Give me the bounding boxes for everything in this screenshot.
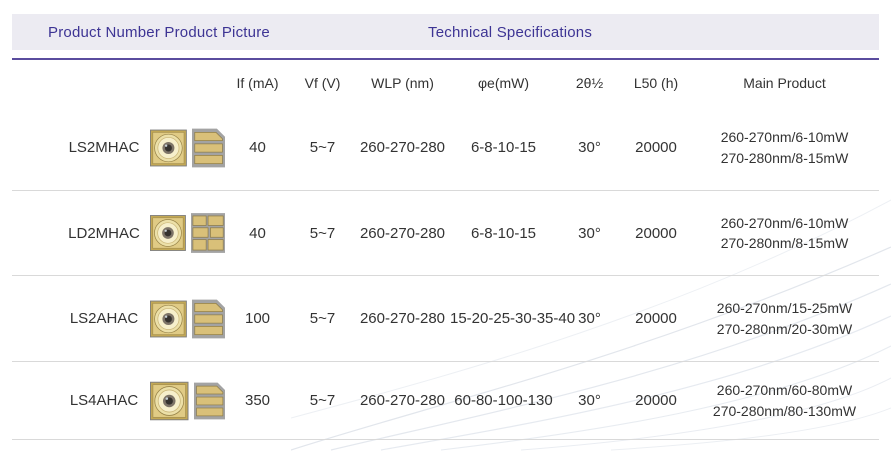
col-header-angle: 2θ½ <box>575 74 604 91</box>
phie-value: 60-80-100-130 <box>454 392 553 409</box>
if-value: 100 <box>244 310 271 327</box>
product-number-cell: LD2MHAC <box>68 224 140 242</box>
l50-value: 20000 <box>635 310 677 327</box>
l50-value: 20000 <box>635 224 677 242</box>
product-number-cell: LS2MHAC <box>68 139 140 156</box>
lens-led-icon <box>150 215 186 251</box>
main-product-line1: 260-270nm/6-10mW <box>720 129 849 146</box>
phie-value: 6-8-10-15 <box>470 139 537 156</box>
header-product-columns-title: Product Number Product Picture <box>48 23 270 41</box>
col-header-main-product: Main Product <box>743 74 826 91</box>
col-header-phie: φe(mW) <box>477 74 530 91</box>
lens-led-icon <box>150 300 187 337</box>
wlp-value: 260-270-280 <box>359 392 446 409</box>
vf-value: 5~7 <box>309 139 336 156</box>
column-header-row: If (mA) Vf (V) WLP (nm) φe(mW) 2θ½ L50 (… <box>12 60 879 105</box>
if-value: 40 <box>249 224 266 242</box>
angle-value: 30° <box>578 139 601 156</box>
main-product-line1: 260-270nm/15-25mW <box>716 300 853 317</box>
main-product-cell: 260-270nm/15-25mW 270-280nm/20-30mW <box>690 298 879 339</box>
table-row: LS4AHAC 350 5~7 260-270-280 60-80-100-13… <box>12 362 879 440</box>
col-header-l50: L50 (h) <box>633 74 679 91</box>
if-value: 350 <box>244 392 271 409</box>
product-picture-cell <box>150 298 225 340</box>
col-header-wlp: WLP (nm) <box>371 74 434 91</box>
product-picture-cell <box>150 127 225 169</box>
product-picture-cell <box>150 211 225 255</box>
vf-value: 5~7 <box>309 310 336 327</box>
wlp-value: 260-270-280 <box>359 310 446 327</box>
spec-table: Product Number Product Picture Technical… <box>12 14 879 440</box>
table-row: LS2AHAC 100 5~7 260-270-280 15-20-25-30-… <box>12 276 879 362</box>
wlp-value: 260-270-280 <box>359 224 446 242</box>
header-technical-specs-title: Technical Specifications <box>428 23 593 41</box>
lens-led-icon <box>150 129 187 166</box>
main-product-line2: 270-280nm/80-130mW <box>712 402 857 419</box>
phie-value: 6-8-10-15 <box>470 224 537 242</box>
main-product-line1: 260-270nm/6-10mW <box>720 214 849 231</box>
angle-value: 30° <box>578 224 601 242</box>
table-header-band: Product Number Product Picture Technical… <box>12 14 879 50</box>
l50-value: 20000 <box>635 139 677 156</box>
main-product-line2: 270-280nm/8-15mW <box>720 149 849 166</box>
product-number-cell: LS2AHAC <box>69 310 139 327</box>
product-picture-cell <box>150 379 225 423</box>
col-header-if: If (mA) <box>236 74 279 91</box>
table-row: LD2MHAC 40 5~7 260-270-280 6-8-10-15 30°… <box>12 191 879 276</box>
angle-value: 30° <box>578 392 601 409</box>
l50-value: 20000 <box>635 392 677 409</box>
header-divider <box>12 58 879 60</box>
main-product-cell: 260-270nm/6-10mW 270-280nm/8-15mW <box>690 127 879 168</box>
main-product-cell: 260-270nm/6-10mW 270-280nm/8-15mW <box>690 213 879 254</box>
lens-led-icon <box>150 381 189 420</box>
wlp-value: 260-270-280 <box>359 139 446 156</box>
angle-value: 30° <box>578 310 601 327</box>
table-row: LS2MHAC 40 5~7 260-270-280 6-8-10-15 30°… <box>12 105 879 191</box>
vf-value: 5~7 <box>309 224 336 242</box>
col-header-vf: Vf (V) <box>304 74 341 91</box>
main-product-line2: 270-280nm/8-15mW <box>720 235 849 251</box>
vf-value: 5~7 <box>309 392 336 409</box>
brick-pads-led-icon <box>190 212 225 254</box>
bar-pads-led-icon <box>191 127 225 168</box>
product-number-cell: LS4AHAC <box>69 392 139 409</box>
phie-value: 15-20-25-30-35-40 <box>450 310 576 327</box>
main-product-line2: 270-280nm/20-30mW <box>716 320 853 337</box>
bar-pads-led-icon <box>191 298 225 339</box>
main-product-cell: 260-270nm/60-80mW 270-280nm/80-130mW <box>690 380 879 421</box>
main-product-line1: 260-270nm/60-80mW <box>716 382 853 399</box>
if-value: 40 <box>249 139 266 156</box>
bar-pads-led-icon <box>193 381 225 420</box>
